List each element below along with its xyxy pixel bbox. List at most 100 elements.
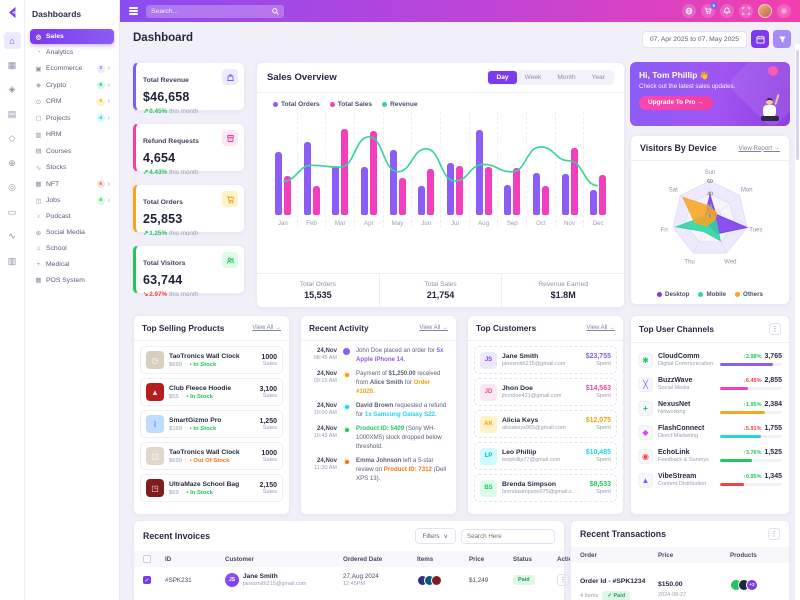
cart-button[interactable]: 5 xyxy=(701,2,717,18)
trend-down-icon: ↓ xyxy=(743,425,746,432)
sidebar-item-hrm[interactable]: ▥ HRM xyxy=(35,131,62,139)
metric-total-visitors[interactable]: Total Visitors 63,744 ↘ 2.97% this month xyxy=(133,245,245,298)
customer-row[interactable]: JD Jhon Doe jhondoe421@gmail.com $14,563 S… xyxy=(474,378,617,406)
sidebar-item-podcast[interactable]: ♪ Podcast xyxy=(30,210,114,224)
filter-button[interactable] xyxy=(773,30,791,48)
sidebar-item-pos-system[interactable]: ▦ POS System xyxy=(35,276,85,285)
date-range-picker[interactable]: 07, Apr 2025 to 07, May 2025 xyxy=(641,30,747,48)
sidebar-item-projects[interactable]: ▢ Projects 4 › xyxy=(35,114,110,122)
product-row[interactable]: ▲ Club Fleece Hoodie $55 | • In Stock 3,10… xyxy=(140,378,283,406)
row-actions-button[interactable]: ⋮ xyxy=(557,574,569,586)
tab-day[interactable]: Day xyxy=(488,71,517,84)
scrollbar-track[interactable] xyxy=(795,44,800,600)
rail-layers-icon[interactable]: ◈ xyxy=(8,84,16,94)
activity-item[interactable]: 24,Nov 09:15 AM Payment of $1,250.00 rece… xyxy=(313,370,441,395)
select-all-checkbox[interactable] xyxy=(143,555,151,563)
language-button[interactable] xyxy=(682,4,696,18)
main-content: Dashboard 07, Apr 2025 to 07, May 2025 T… xyxy=(120,22,800,600)
sidebar-item-courses[interactable]: ▤ Courses xyxy=(35,147,72,156)
crypto-icon: ◈ xyxy=(36,82,41,89)
scrollbar-thumb[interactable] xyxy=(796,50,799,160)
product-row[interactable]: ⌇ SmartGizmo Pro $169 | • In Stock 1,250 Sa… xyxy=(140,410,283,438)
tab-month[interactable]: Month xyxy=(557,74,576,81)
sidebar-item-jobs[interactable]: ◫ Jobs 8 › xyxy=(35,196,110,205)
rail-home-icon[interactable]: ⌂ xyxy=(3,32,21,49)
bar-group-jul: Jul xyxy=(441,112,470,228)
metric-value: 25,853 xyxy=(143,212,183,226)
rail-charts-icon[interactable]: ∿ xyxy=(8,231,16,241)
rail-apps-icon[interactable]: ▦ xyxy=(7,59,17,70)
view-all-link[interactable]: View All → xyxy=(419,325,448,331)
courses-icon: ▤ xyxy=(35,148,42,155)
product-row[interactable]: ◳ UltraMaze School Bag $69 | • In Stock 2,… xyxy=(140,474,283,502)
channel-row[interactable]: ◉ EchoLink Feedback & Surveys ↑3.76% 1,525 xyxy=(638,444,782,468)
sidebar-item-medical[interactable]: + Medical xyxy=(30,257,114,271)
calendar-button[interactable] xyxy=(751,30,769,48)
app-logo[interactable] xyxy=(4,4,20,20)
sidebar-item-analytics[interactable]: ◔ Analytics xyxy=(30,46,114,60)
metric-total-revenue[interactable]: Total Revenue $46,658 ↗ 0.45% this month xyxy=(133,62,245,115)
activity-item[interactable]: 24,Nov 10:00 AM David Brown requested a r… xyxy=(313,402,447,418)
sidebar-item-ecommerce[interactable]: ▣ Ecommerce 3 › xyxy=(35,64,110,73)
view-all-link[interactable]: View All → xyxy=(252,325,281,331)
sales-chart[interactable]: Jan Feb Mar Apr May Jun Jul Aug Sep Oct Nov Dec xyxy=(269,112,612,228)
view-report-link[interactable]: View Report → xyxy=(738,144,781,152)
sidebar-item-social-media[interactable]: ⊕ Social Media xyxy=(35,229,85,237)
hamburger-menu-icon[interactable] xyxy=(129,7,138,15)
rail-globe-icon[interactable]: ⊕ xyxy=(8,157,16,168)
channel-row[interactable]: ▲ VibeStream Content Distribution ↑0.95% 1… xyxy=(638,468,782,492)
globe-icon xyxy=(685,7,693,15)
metric-refund-requests[interactable]: Refund Requests 4,654 ↗ 4.43% this month xyxy=(133,123,245,176)
view-all-link[interactable]: View All → xyxy=(586,325,615,331)
row-checkbox[interactable]: ✓ xyxy=(143,576,151,584)
settings-button[interactable] xyxy=(777,4,791,18)
profile-avatar[interactable] xyxy=(758,4,772,18)
tab-week[interactable]: Week xyxy=(524,74,542,81)
customer-row[interactable]: AK Alicia Keys aliciakeys965@gmail.com $1… xyxy=(474,410,617,438)
more-options-button[interactable]: ⋮ xyxy=(768,528,780,540)
recent-invoices-panel: Recent Invoices Filters∨ IDCustomerOrder… xyxy=(133,520,580,600)
upgrade-button[interactable]: Upgrade To Pro → xyxy=(639,95,713,110)
customer-row[interactable]: JS Jane Smith janesmith215@gmail.com $23,… xyxy=(474,346,617,374)
transaction-row[interactable]: Order Id - #SPK1234 4 Items ✓ Paid $150.0… xyxy=(571,563,789,600)
rail-components-icon[interactable]: ◇ xyxy=(8,133,16,143)
trend-up-icon: ↗ xyxy=(143,107,149,115)
rail-tables-icon[interactable]: ▥ xyxy=(7,255,17,266)
customer-avatar: JS xyxy=(480,351,497,369)
box-icon xyxy=(222,130,238,146)
rail-document-icon[interactable]: ▤ xyxy=(7,108,17,119)
channel-row[interactable]: ✱ CloudComm Digital Communication ↑2.98% 3… xyxy=(638,348,782,372)
channel-row[interactable]: ◆ FlashConnect Direct Marketing ↓5.91% 1,7… xyxy=(638,420,782,444)
channel-row[interactable]: + NexusNet Networking ↑1.95% 2,384 xyxy=(638,396,782,420)
rail-compass-icon[interactable]: ◎ xyxy=(8,182,16,192)
filters-button[interactable]: Filters ∨ xyxy=(414,528,456,544)
sidebar-item-crypto[interactable]: ◈ Crypto 6 › xyxy=(36,81,110,89)
metric-total-orders[interactable]: Total Orders 25,853 ↗ 1.25% this month xyxy=(133,184,245,237)
transaction-products-images: +2 xyxy=(730,579,780,592)
activity-item[interactable]: 24,Nov 08:45 AM John Doe placed an order … xyxy=(313,347,444,363)
tab-year[interactable]: Year xyxy=(591,74,605,81)
customer-row[interactable]: LP Leo Phillip leophillip77@gmail.com $10… xyxy=(474,442,617,470)
radar-legend: Desktop Mobile Others xyxy=(631,291,789,298)
rail-wallet-icon[interactable]: ▭ xyxy=(7,206,17,217)
device-radar-chart[interactable]: Sun Mon Tues Wed Thu Fri Sat 60 40 20 0 xyxy=(631,162,789,274)
sidebar-item-stocks[interactable]: ∿ Stocks xyxy=(35,164,67,172)
more-options-button[interactable]: ⋮ xyxy=(769,323,781,335)
product-row[interactable]: ◷ TaoTronics Wall Clock $699 | • In Stock … xyxy=(140,346,283,374)
sidebar-item-sales[interactable]: ◎ Sales xyxy=(30,29,114,44)
fullscreen-button[interactable] xyxy=(739,4,753,18)
sidebar-item-nft[interactable]: ▦ NFT 6 › xyxy=(35,180,110,188)
product-row[interactable]: ◫ TaoTronics Wall Clock $699 | • Out Of St… xyxy=(140,442,283,470)
notifications-button[interactable] xyxy=(720,4,734,18)
customer-row[interactable]: BS Brenda Simpson brendasimpson075@gmail.… xyxy=(474,474,617,502)
search-input[interactable] xyxy=(151,7,269,15)
invoice-row[interactable]: ✓ #SPK231 JS Jane Smith janesmith215@gmail… xyxy=(134,567,569,593)
activity-item[interactable]: 24,Nov 10:45 AM Product ID: 5409 (Sony WH… xyxy=(313,425,442,450)
sidebar-item-school[interactable]: ⌂ School xyxy=(30,242,114,256)
channel-row[interactable]: ╳ BuzzWave Social Media ↓6.45% 2,855 xyxy=(638,372,782,396)
invoice-search-input[interactable] xyxy=(461,528,555,544)
person-illustration xyxy=(757,93,783,123)
sidebar-item-crm[interactable]: ⊙ CRM 5 › xyxy=(35,97,110,106)
activity-item[interactable]: 24,Nov 11:30 AM Emma Johnson left a 5-sta… xyxy=(314,457,447,482)
stock-status: • In Stock xyxy=(189,361,217,368)
